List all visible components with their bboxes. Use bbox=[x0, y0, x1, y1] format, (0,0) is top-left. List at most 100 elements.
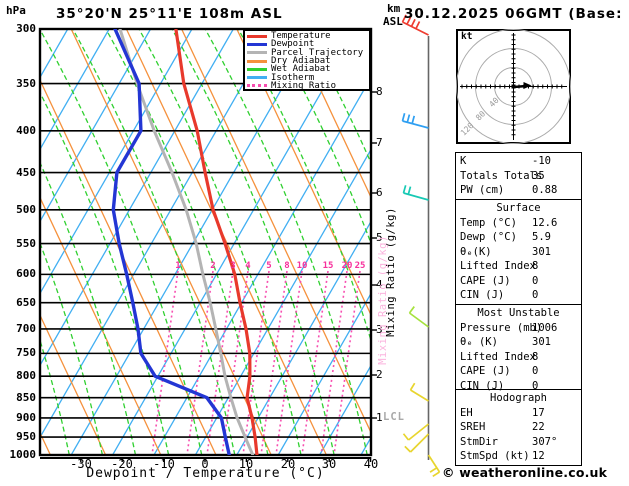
mixing-ratio-line bbox=[260, 270, 288, 455]
mixing-ratio-value-label: 1 bbox=[175, 261, 181, 271]
table-row: CAPE (J) 0 bbox=[456, 274, 581, 289]
table-row-label: Pressure (mb) bbox=[460, 321, 543, 334]
table-row: StmSpd (kt) 12 bbox=[456, 449, 581, 464]
table-row-label: SREH bbox=[460, 421, 486, 434]
legend-item-label: Dry Adiabat bbox=[271, 56, 331, 67]
table-section: Surface Temp (°C) 12.6 Dewp (°C) 5.9 θₑ(K) 301… bbox=[456, 199, 581, 304]
legend-item: Temperature bbox=[247, 32, 367, 41]
dry-adiabat-line bbox=[125, 29, 327, 455]
temp-tick-label: 30 bbox=[321, 457, 337, 471]
mixing-ratio-line bbox=[275, 270, 303, 455]
pressure-tick-label: 500 bbox=[16, 203, 36, 216]
km-tick-label: 5 bbox=[376, 231, 383, 244]
legend-item: Parcel Trajectory bbox=[247, 47, 367, 58]
pressure-tick-label: 300 bbox=[16, 22, 36, 35]
table-section: Hodograph EH 17 SREH 22 StmDir 307° StmSpd (kt)… bbox=[456, 389, 581, 465]
sounding-curves bbox=[111, 29, 259, 455]
table-row-label: θₑ (K) bbox=[460, 336, 498, 349]
dry-adiabat-line bbox=[70, 29, 272, 455]
table-row-value: 1006 bbox=[532, 321, 558, 334]
km-tick-label: 8 bbox=[376, 85, 383, 98]
table-row-value: 301 bbox=[532, 245, 551, 258]
chart-legend: Temperature Dewpoint Parcel Trajectory Dry … bbox=[243, 29, 371, 91]
isotherm-line bbox=[112, 29, 359, 455]
km-tick-label: 1 bbox=[376, 411, 383, 424]
legend-item-label: Parcel Trajectory bbox=[271, 47, 364, 58]
pressure-tick-label: 450 bbox=[16, 166, 36, 179]
table-row: Lifted Index 8 bbox=[456, 259, 581, 274]
table-row-label: Lifted Index bbox=[460, 260, 536, 273]
isotherm-line bbox=[236, 220, 371, 455]
isotherm-line bbox=[194, 148, 371, 455]
table-row-value: 35 bbox=[532, 169, 545, 182]
x-axis-title: Dewpoint / Temperature (°C) bbox=[86, 466, 325, 481]
temp-tick-label: -10 bbox=[153, 457, 175, 471]
table-row: SREH 22 bbox=[456, 420, 581, 435]
mixing-ratio-axis-label: Mixing Ratio (g/kg) bbox=[385, 207, 397, 337]
pressure-tick-label: 600 bbox=[16, 267, 36, 280]
temp-tick-label: 20 bbox=[280, 457, 296, 471]
legend-swatch-dotted bbox=[247, 84, 267, 88]
temp-tick-label: -20 bbox=[111, 457, 133, 471]
table-row-label: CIN (J) bbox=[460, 379, 505, 392]
table-row-label: Totals Totals bbox=[460, 169, 543, 182]
table-row-value: 0 bbox=[532, 379, 539, 392]
pressure-unit-label: hPa bbox=[6, 4, 26, 17]
wind-barb-icon bbox=[402, 423, 430, 441]
table-row: CAPE (J) 0 bbox=[456, 364, 581, 379]
table-row: Lifted Index 8 bbox=[456, 350, 581, 365]
legend-swatch-solid bbox=[247, 34, 267, 38]
isotherm-line bbox=[277, 292, 371, 455]
plot-border bbox=[38, 27, 373, 457]
legend-item-label: Wet Adiabat bbox=[271, 64, 331, 75]
legend-item: Mixing Ratio bbox=[247, 80, 367, 91]
table-row: StmDir 307° bbox=[456, 435, 581, 450]
mixing-ratio-value-label: 5 bbox=[266, 261, 272, 271]
table-row-value: 12.6 bbox=[532, 216, 558, 229]
pressure-tick-label: 400 bbox=[16, 124, 36, 137]
station-title: 35°20'N 25°11'E 108m ASL bbox=[56, 6, 283, 22]
mixing-ratio-line bbox=[221, 270, 249, 455]
dewpoint-curve bbox=[111, 29, 231, 455]
mixing-ratio-value-label: 20 bbox=[341, 261, 353, 271]
mixing-ratio-line bbox=[301, 270, 329, 455]
parcel-trajectory-curve bbox=[118, 29, 255, 455]
table-row-value: 17 bbox=[532, 406, 545, 419]
table-section: K -10 Totals Totals 35 PW (cm) 0.88 bbox=[456, 153, 581, 199]
mixing-ratio-line bbox=[333, 270, 361, 455]
dry-adiabat-line bbox=[40, 78, 217, 455]
legend-item: Wet Adiabat bbox=[247, 64, 367, 75]
km-tick-label: 4 bbox=[376, 278, 383, 291]
km-tick-label: 3 bbox=[376, 323, 383, 336]
legend-item-label: Dewpoint bbox=[271, 39, 315, 50]
table-row-label: θₑ(K) bbox=[460, 245, 492, 258]
pressure-tick-label: 900 bbox=[16, 411, 36, 424]
table-section-header: Hodograph bbox=[490, 392, 547, 404]
table-row: θₑ(K) 301 bbox=[456, 245, 581, 260]
mixing-ratio-line bbox=[206, 270, 234, 455]
mixing-ratio-value-label: 15 bbox=[322, 261, 334, 271]
lcl-marker-label: LCL bbox=[383, 411, 405, 423]
pressure-tick-label: 950 bbox=[16, 430, 36, 443]
km-tick-label: 2 bbox=[376, 368, 383, 381]
pressure-tick-label: 1000 bbox=[9, 448, 37, 461]
isotherm-line bbox=[40, 29, 110, 151]
legend-item-label: Mixing Ratio bbox=[271, 80, 337, 91]
dry-adiabat-line bbox=[40, 196, 162, 455]
wind-barb-icon bbox=[427, 454, 441, 478]
mixing-ratio-value-label: 8 bbox=[284, 261, 290, 271]
table-row: K -10 bbox=[456, 154, 581, 169]
pressure-tick-label: 800 bbox=[16, 369, 36, 382]
isotherm-line bbox=[40, 29, 234, 367]
mixing-ratio-line bbox=[151, 270, 179, 455]
sounding-indices-table: K -10 Totals Totals 35 PW (cm) 0.88 Surface Tem… bbox=[455, 152, 582, 466]
legend-swatch-solid bbox=[247, 67, 267, 71]
table-row-label: Dewp (°C) bbox=[460, 231, 517, 244]
table-row-value: 0 bbox=[532, 289, 539, 302]
dry-adiabat-line bbox=[40, 313, 107, 455]
mixing-ratio-value-label: 2 bbox=[210, 261, 216, 271]
legend-item-label: Isotherm bbox=[271, 72, 315, 83]
table-row: θₑ (K) 301 bbox=[456, 335, 581, 350]
table-row: CIN (J) 0 bbox=[456, 288, 581, 303]
